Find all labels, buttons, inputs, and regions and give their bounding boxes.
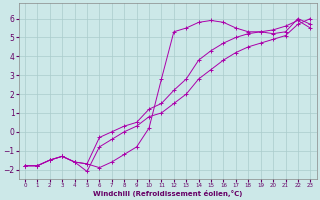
- X-axis label: Windchill (Refroidissement éolien,°C): Windchill (Refroidissement éolien,°C): [93, 190, 242, 197]
